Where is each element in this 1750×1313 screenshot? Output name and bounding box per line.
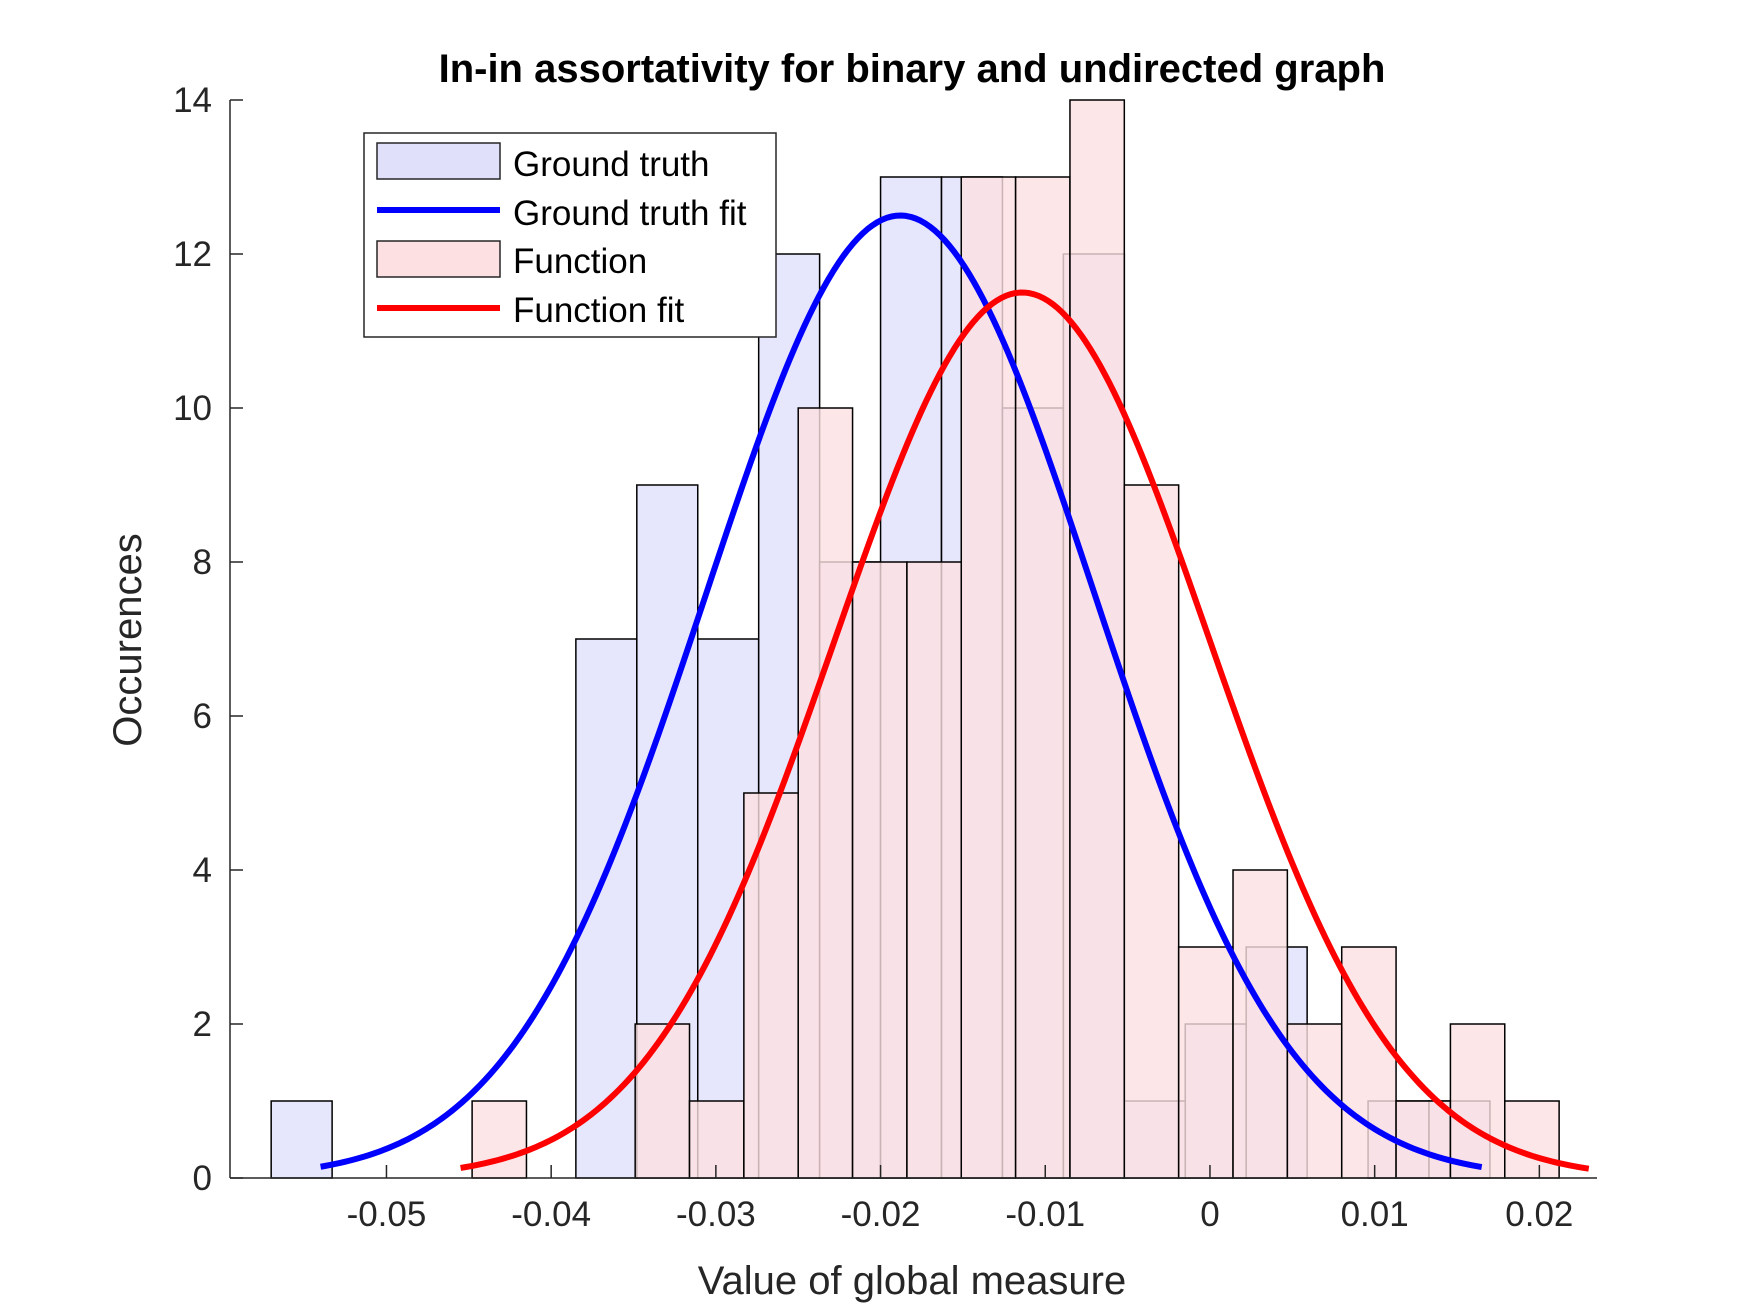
legend-label-function-fit: Function fit: [513, 291, 684, 330]
function-bar: [634, 1023, 691, 1179]
chart-title: In-in assortativity for binary and undir…: [439, 47, 1386, 91]
y-tick-label: 4: [193, 851, 212, 890]
y-tick-label: 14: [173, 81, 212, 120]
legend-swatch-ground-truth: [376, 142, 501, 180]
x-tick-label: 0.02: [1505, 1195, 1573, 1234]
function-bar: [1286, 1023, 1343, 1179]
function-bar: [1177, 946, 1234, 1179]
y-tick-label: 12: [173, 235, 212, 274]
x-tick-label: -0.04: [511, 1195, 591, 1234]
function-bar: [1014, 176, 1071, 1179]
function-bar: [1395, 1100, 1452, 1179]
ground-truth-bar: [575, 638, 638, 1179]
y-tick-label: 8: [193, 543, 212, 582]
legend-label-ground-truth: Ground truth: [513, 145, 710, 184]
y-tick-label: 6: [193, 697, 212, 736]
function-bar: [743, 792, 799, 1179]
legend: Ground truth Ground truth fit Function F…: [363, 132, 777, 338]
y-tick-label: 0: [193, 1159, 212, 1198]
function-bar: [1123, 484, 1180, 1179]
x-tick-label: -0.03: [676, 1195, 756, 1234]
function-bar: [851, 561, 908, 1179]
x-tick-label: 0: [1200, 1195, 1219, 1234]
function-fit-curve: [460, 289, 1590, 1172]
axes: 0 2 4 6 8 10 12 14 -0.05 -0.04 -0.03 -0.02 -0.01 0 0.0…: [173, 81, 1597, 1234]
y-axis-label: Occurences: [106, 533, 150, 746]
ground-truth-fit-curve: [320, 212, 1483, 1170]
x-tick-label: -0.05: [347, 1195, 427, 1234]
function-bar: [1069, 99, 1126, 1179]
x-tick-label: -0.01: [1005, 1195, 1085, 1234]
function-bar: [688, 1100, 745, 1179]
x-tick-label: 0.01: [1341, 1195, 1409, 1234]
function-bar: [906, 561, 963, 1179]
function-bar: [797, 407, 854, 1179]
bars-layer: [270, 99, 1560, 1179]
fit-curves-layer: [320, 212, 1590, 1172]
function-bar: [1504, 1100, 1560, 1179]
legend-label-ground-truth-fit: Ground truth fit: [513, 194, 747, 233]
y-tick-label: 2: [193, 1005, 212, 1044]
function-bar: [1232, 869, 1289, 1179]
x-axis-label: Value of global measure: [698, 1259, 1126, 1303]
y-tick-label: 10: [173, 389, 212, 428]
function-bar: [1449, 1023, 1506, 1179]
legend-label-function: Function: [513, 242, 647, 281]
x-tick-label: -0.02: [841, 1195, 921, 1234]
legend-swatch-function: [376, 240, 501, 278]
